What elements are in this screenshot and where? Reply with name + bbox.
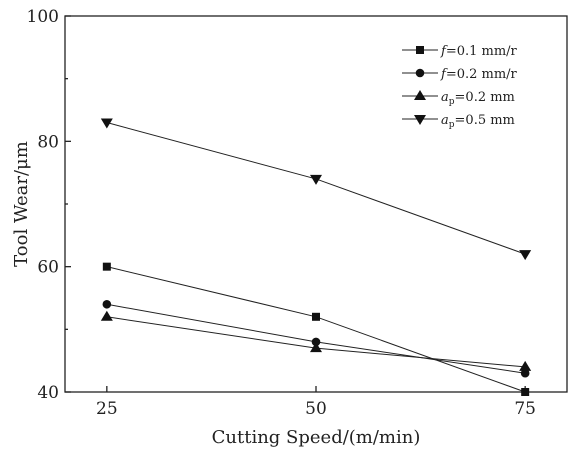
legend-label: f=0.2 mm/r [440,67,518,82]
series-4 [100,118,532,261]
legend-entry: ap=0.5 mm [402,113,515,130]
x-tick-label: 25 [96,399,118,419]
y-tick-label: 40 [37,383,59,403]
data-point [520,368,530,378]
legend-label: ap=0.2 mm [441,90,515,107]
series-2 [102,299,530,378]
data-point [311,337,321,347]
series-line [106,266,526,393]
series-3 [100,310,532,371]
series-line [106,122,526,255]
y-tick-label: 80 [37,132,59,152]
data-point [102,262,111,271]
legend-marker [414,115,426,125]
y-axis-title: Tool Wear/μm [11,141,32,267]
legend-label: f=0.1 mm/r [440,44,518,59]
x-tick-label: 75 [514,399,536,419]
legend-marker [416,46,424,54]
x-tick-label: 50 [305,399,327,419]
legend-label: ap=0.5 mm [441,113,515,130]
y-tick-label: 60 [37,258,59,278]
data-point [519,250,532,261]
legend-marker [415,68,425,78]
x-axis-title: Cutting Speed/(m/min) [212,427,421,448]
data-point [102,299,112,309]
data-point [312,312,320,321]
data-point [100,118,113,129]
legend-entry: f=0.1 mm/r [402,44,518,59]
series-1 [102,262,530,396]
legend-marker [414,90,426,100]
legend: f=0.1 mm/r f=0.2 mm/r ap=0.2 mm ap=0.5 mm [402,44,518,130]
y-tick-label: 100 [27,7,59,27]
data-point [310,174,322,185]
axes: 25 50 75 40 60 80 100 [27,7,568,419]
legend-entry: ap=0.2 mm [402,90,515,107]
data-point [100,310,113,321]
series-group [100,118,532,396]
legend-entry: f=0.2 mm/r [402,67,518,82]
data-point [310,342,322,353]
data-point [519,360,532,371]
data-point [521,388,530,396]
